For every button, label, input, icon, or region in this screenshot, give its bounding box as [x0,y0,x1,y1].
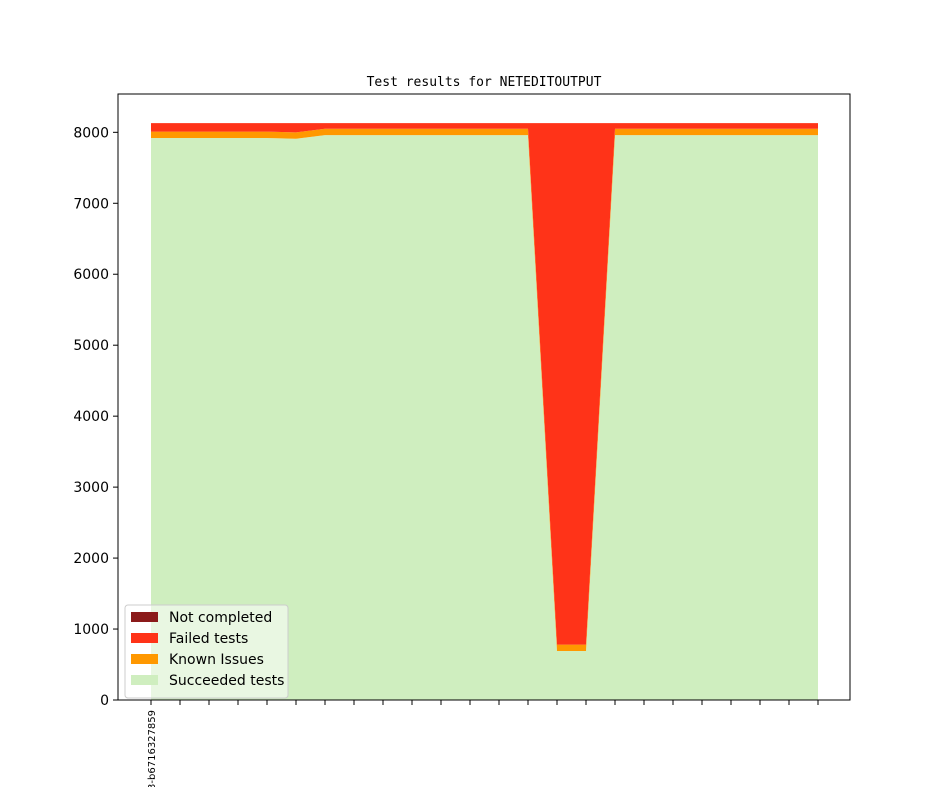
chart-title: Test results for NETEDITOUTPUT [367,75,602,90]
area-layers [151,123,818,700]
y-tick-label: 7000 [73,196,109,212]
y-tick-label: 3000 [73,480,109,496]
legend: Not completed Failed tests Known Issues Suc… [124,604,289,699]
legend-label: Succeeded tests [169,673,284,689]
x-axis: 3-b6716327859 [147,700,819,787]
legend-swatch [131,633,158,643]
plot-frame [117,93,851,701]
legend-label: Not completed [169,610,272,626]
y-tick-label: 5000 [73,338,109,354]
y-tick-label: 0 [100,693,109,709]
y-tick-label: 1000 [73,622,109,638]
y-tick-label: 2000 [73,551,109,567]
legend-swatch [131,675,158,685]
y-tick-label: 6000 [73,267,109,283]
legend-box [124,604,289,699]
y-tick-label: 4000 [73,409,109,425]
legend-swatch [131,612,158,622]
x-tick-label: 3-b6716327859 [147,710,158,787]
legend-label: Known Issues [169,652,264,668]
area-succeeded-tests [151,135,818,700]
y-axis: 0 1000 2000 3000 4000 5000 6000 7000 8000 [73,125,118,709]
legend-swatch [131,654,158,664]
legend-label: Failed tests [169,631,248,647]
y-tick-label: 8000 [73,125,109,141]
